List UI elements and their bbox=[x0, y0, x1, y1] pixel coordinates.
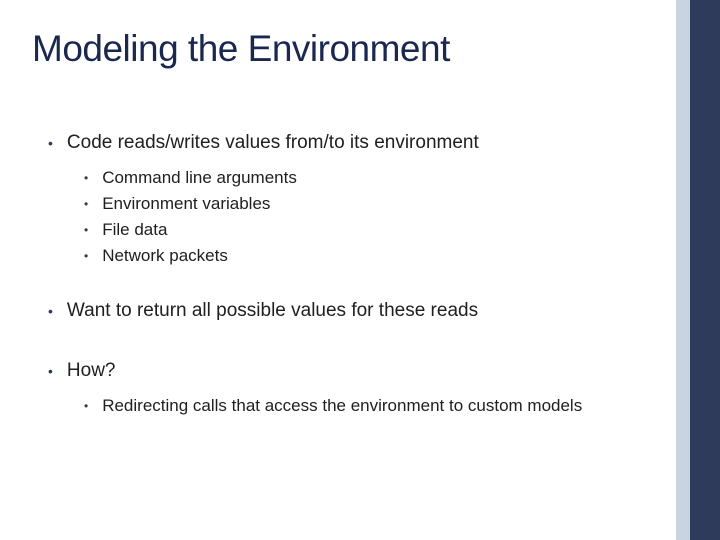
bullet-level1: • Code reads/writes values from/to its e… bbox=[48, 130, 640, 156]
bullet-text: Code reads/writes values from/to its env… bbox=[67, 130, 479, 156]
bullet-dot-icon: • bbox=[48, 130, 53, 156]
bullet-text: Environment variables bbox=[102, 192, 270, 216]
bullet-level2: • Network packets bbox=[84, 244, 640, 268]
bullet-level2: • Redirecting calls that access the envi… bbox=[84, 394, 640, 418]
bullet-dot-icon: • bbox=[84, 218, 88, 242]
sidebar-accent-dark bbox=[690, 0, 720, 540]
bullet-dot-icon: • bbox=[84, 244, 88, 268]
bullet-level1: • How? bbox=[48, 358, 640, 384]
bullet-level2: • File data bbox=[84, 218, 640, 242]
bullet-text: Redirecting calls that access the enviro… bbox=[102, 394, 582, 418]
bullet-text: Command line arguments bbox=[102, 166, 297, 190]
slide-title: Modeling the Environment bbox=[32, 28, 450, 70]
bullet-level2: • Environment variables bbox=[84, 192, 640, 216]
bullet-text: File data bbox=[102, 218, 167, 242]
bullet-dot-icon: • bbox=[84, 394, 88, 418]
bullet-level1: • Want to return all possible values for… bbox=[48, 298, 640, 324]
bullet-text: Want to return all possible values for t… bbox=[67, 298, 478, 324]
bullet-dot-icon: • bbox=[48, 358, 53, 384]
bullet-text: How? bbox=[67, 358, 116, 384]
bullet-level2: • Command line arguments bbox=[84, 166, 640, 190]
sidebar-accent-light bbox=[676, 0, 690, 540]
bullet-dot-icon: • bbox=[84, 166, 88, 190]
slide-content: • Code reads/writes values from/to its e… bbox=[48, 130, 640, 420]
slide: Modeling the Environment • Code reads/wr… bbox=[0, 0, 720, 540]
bullet-dot-icon: • bbox=[84, 192, 88, 216]
bullet-text: Network packets bbox=[102, 244, 228, 268]
bullet-dot-icon: • bbox=[48, 298, 53, 324]
